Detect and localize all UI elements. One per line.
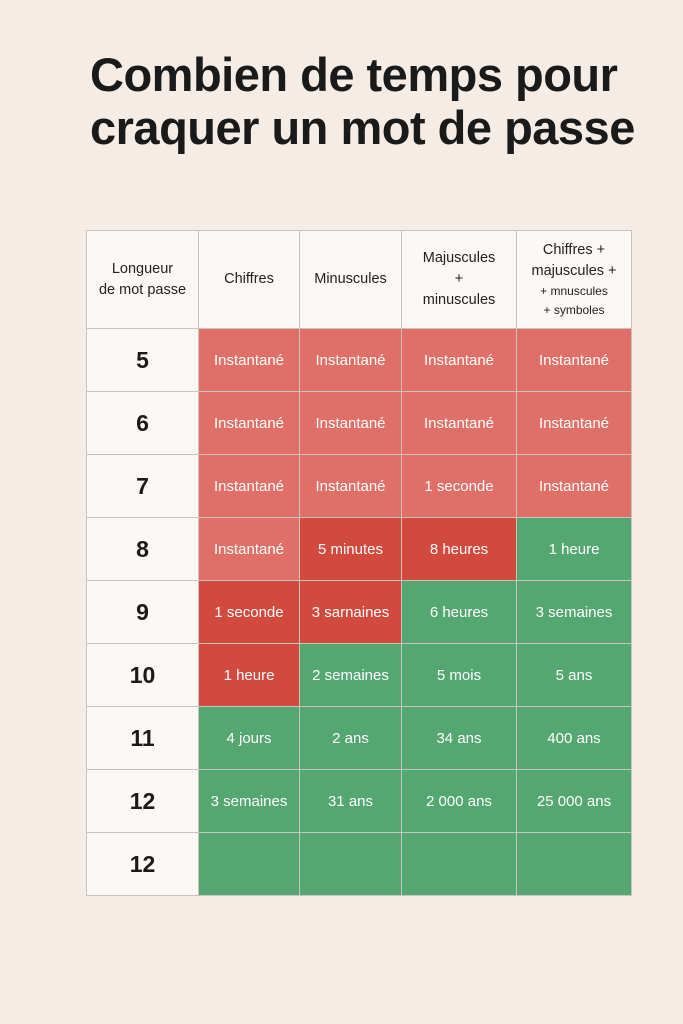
time-cell-upper-lower: 34 ans: [402, 707, 517, 770]
header-digits: Chiffres: [199, 231, 300, 329]
time-cell-all-chars: 25 000 ans: [517, 770, 632, 833]
time-cell-upper-lower: [402, 833, 517, 896]
page-title: Combien de temps pour craquer un mot de …: [90, 48, 635, 154]
time-cell-upper-lower: Instantané: [402, 329, 517, 392]
time-cell-lowercase: 2 semaines: [300, 644, 402, 707]
header-all-chars: Chiffres + majuscules + + mnuscules + sy…: [517, 231, 632, 329]
time-cell-all-chars: Instantané: [517, 392, 632, 455]
header-all-line: + symboles: [543, 302, 605, 317]
length-cell: 11: [87, 707, 199, 770]
header-length: Longueur de mot passe: [87, 231, 199, 329]
header-all-line: majuscules +: [531, 262, 617, 279]
length-cell: 5: [87, 329, 199, 392]
time-cell-lowercase: 5 minutes: [300, 518, 402, 581]
password-crack-table: Longueur de mot passe Chiffres Minuscule…: [86, 230, 632, 896]
time-cell-upper-lower: Instantané: [402, 392, 517, 455]
time-cell-lowercase: 3 sarnaines: [300, 581, 402, 644]
time-cell-digits: Instantané: [199, 329, 300, 392]
header-upper-lower-line: Majuscules: [422, 250, 496, 266]
length-cell: 10: [87, 644, 199, 707]
time-cell-lowercase: Instantané: [300, 329, 402, 392]
time-cell-digits: Instantané: [199, 455, 300, 518]
time-cell-digits: Instantané: [199, 518, 300, 581]
time-cell-upper-lower: 1 seconde: [402, 455, 517, 518]
time-cell-digits: Instantané: [199, 392, 300, 455]
time-cell-upper-lower: 6 heures: [402, 581, 517, 644]
time-cell-upper-lower: 2 000 ans: [402, 770, 517, 833]
time-cell-upper-lower: 5 mois: [402, 644, 517, 707]
time-cell-all-chars: [517, 833, 632, 896]
length-cell: 8: [87, 518, 199, 581]
time-cell-all-chars: 400 ans: [517, 707, 632, 770]
time-cell-lowercase: [300, 833, 402, 896]
header-upper-lower: Majuscules + minuscules: [402, 231, 517, 329]
time-cell-digits: 1 heure: [199, 644, 300, 707]
time-cell-digits: [199, 833, 300, 896]
length-cell: 12: [87, 833, 199, 896]
time-cell-digits: 3 semaines: [199, 770, 300, 833]
length-cell: 12: [87, 770, 199, 833]
header-upper-lower-line: +: [454, 271, 464, 287]
length-cell: 7: [87, 455, 199, 518]
time-cell-lowercase: Instantané: [300, 392, 402, 455]
time-cell-lowercase: 2 ans: [300, 707, 402, 770]
length-cell: 9: [87, 581, 199, 644]
time-cell-all-chars: Instantané: [517, 455, 632, 518]
time-cell-all-chars: 1 heure: [517, 518, 632, 581]
time-cell-all-chars: Instantané: [517, 329, 632, 392]
header-length-line: Longueur: [111, 260, 174, 277]
header-upper-lower-line: minuscules: [422, 292, 496, 308]
header-lowercase: Minuscules: [300, 231, 402, 329]
time-cell-digits: 1 seconde: [199, 581, 300, 644]
header-length-line: de mot passe: [98, 281, 187, 298]
time-cell-all-chars: 3 semaines: [517, 581, 632, 644]
time-cell-lowercase: Instantané: [300, 455, 402, 518]
time-cell-lowercase: 31 ans: [300, 770, 402, 833]
time-cell-all-chars: 5 ans: [517, 644, 632, 707]
time-cell-digits: 4 jours: [199, 707, 300, 770]
time-cell-upper-lower: 8 heures: [402, 518, 517, 581]
header-all-line: + mnuscules: [540, 283, 608, 298]
length-cell: 6: [87, 392, 199, 455]
header-all-line: Chiffres +: [542, 241, 606, 258]
